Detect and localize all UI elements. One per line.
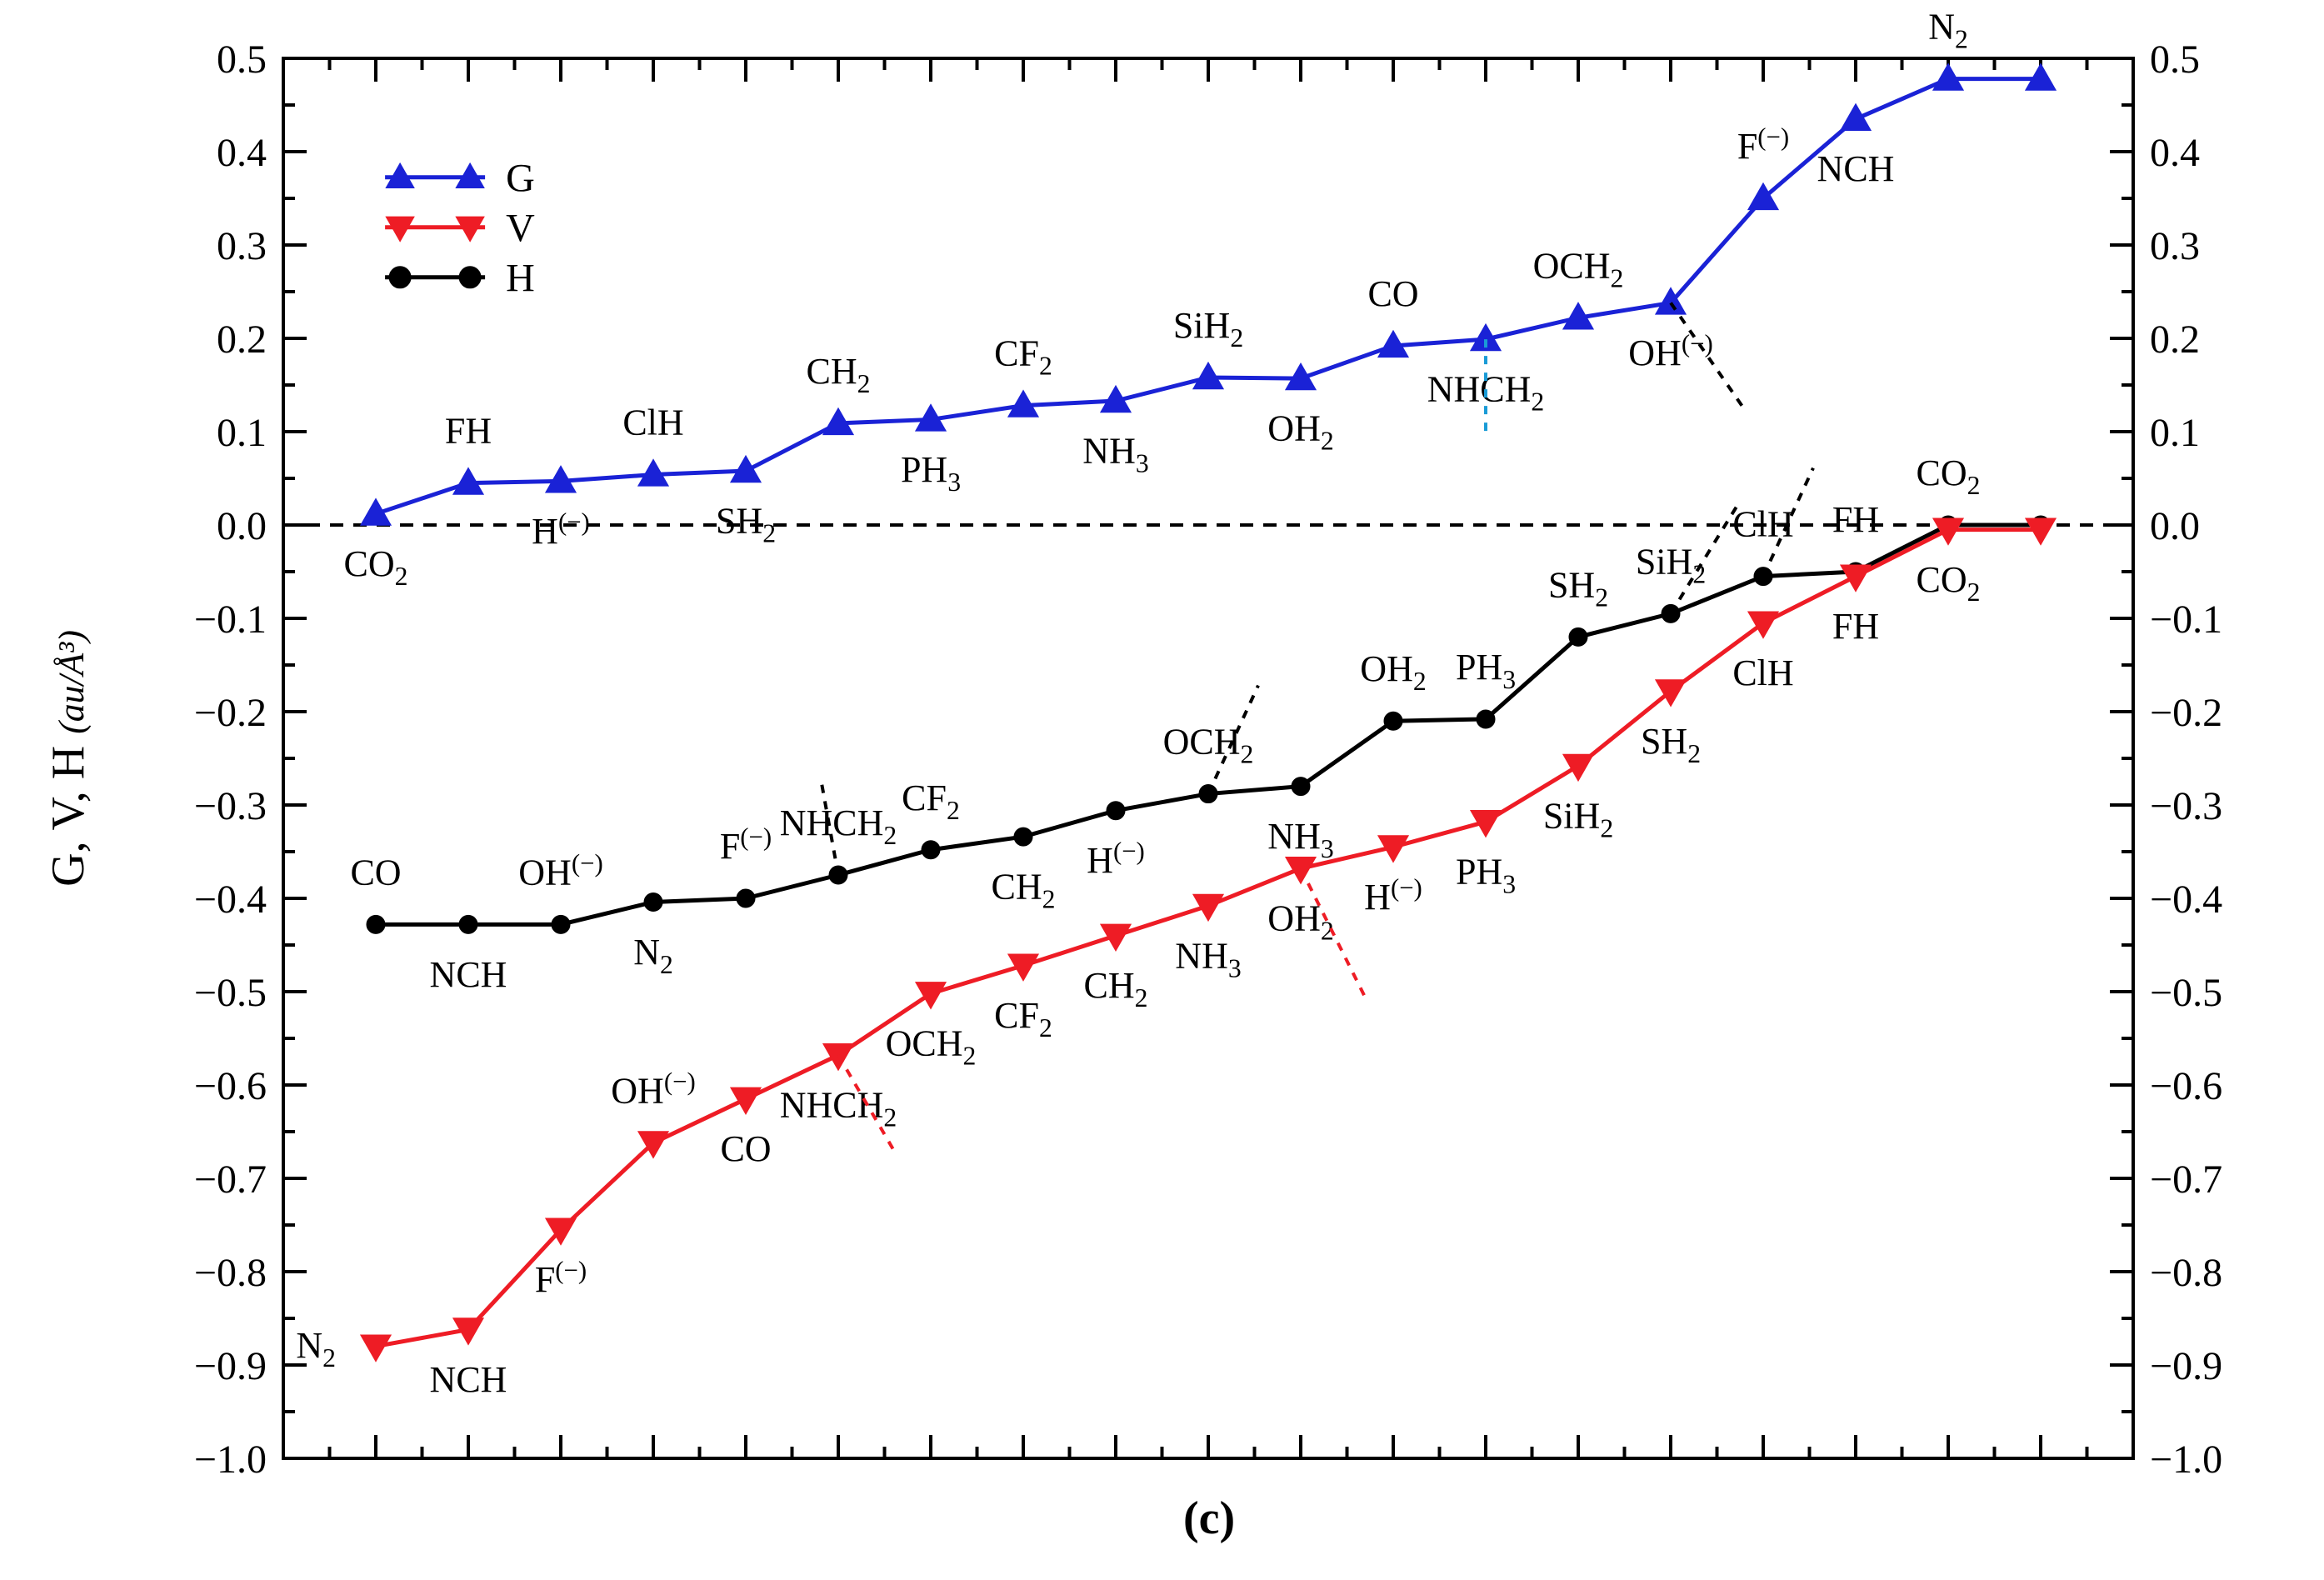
point-label-G: H(−) xyxy=(532,508,590,551)
y-tick-label-left: 0.4 xyxy=(217,131,267,175)
point-label-V: H(−) xyxy=(1364,873,1422,917)
y-tick-label-left: −0.9 xyxy=(194,1344,267,1388)
y-tick-label-right: −0.5 xyxy=(2150,971,2222,1015)
y-tick-label-right: −0.8 xyxy=(2150,1251,2222,1295)
point-label-V: ClH xyxy=(1732,652,1793,693)
point-label-H: SiH2 xyxy=(1636,541,1706,588)
point-label-V: PH3 xyxy=(1456,852,1516,899)
y-tick-label-left: −0.6 xyxy=(194,1064,267,1108)
y-tick-label-left: 0.1 xyxy=(217,411,267,455)
y-tick-label-right: −0.6 xyxy=(2150,1064,2222,1108)
point-label-G: OH(−) xyxy=(1628,329,1712,372)
y-tick-label-left: −1.0 xyxy=(194,1438,267,1482)
legend-label: H xyxy=(506,257,535,301)
y-tick-label-right: 0.2 xyxy=(2150,318,2200,362)
y-tick-label-left: 0.2 xyxy=(217,318,267,362)
point-label-H: OH2 xyxy=(1360,648,1426,696)
legend-label: G xyxy=(506,157,535,201)
y-axis-label: G, V, H (au/Å³) xyxy=(42,630,94,887)
point-label-V: CF2 xyxy=(994,995,1052,1042)
line-G xyxy=(376,79,2041,514)
point-label-V: NCH xyxy=(430,1359,507,1400)
y-tick-label-right: −0.9 xyxy=(2150,1344,2222,1388)
point-label-G: SH2 xyxy=(716,500,776,548)
y-tick-label-left: −0.3 xyxy=(194,784,267,828)
point-label-G: CH2 xyxy=(807,351,871,398)
point-label-H: CF2 xyxy=(902,778,960,825)
chart-svg: −1.0 −1.0 −0.9 −0.9 −0.8 −0.8 −0.7 −0.7 −0.6 −0.6… xyxy=(0,0,2324,1580)
y-tick-label-left: −0.1 xyxy=(194,598,267,642)
y-tick-label-left: −0.8 xyxy=(194,1251,267,1295)
point-label-V: CH2 xyxy=(1084,965,1148,1012)
point-label-G: SiH2 xyxy=(1173,305,1243,352)
legend: GVH xyxy=(385,157,535,301)
point-label-V: NHCH2 xyxy=(780,1085,897,1132)
point-label-V: SiH2 xyxy=(1543,795,1613,842)
y-tick-label-right: −0.2 xyxy=(2150,691,2222,735)
point-label-G: NCH xyxy=(1817,148,1895,189)
y-tick-label-right: 0.5 xyxy=(2150,38,2200,82)
point-label-H: H(−) xyxy=(1087,838,1145,881)
point-label-V: SH2 xyxy=(1641,721,1701,768)
point-label-G: FH xyxy=(445,411,492,452)
point-label-V: OH2 xyxy=(1267,898,1333,946)
y-tick-label-left: −0.5 xyxy=(194,971,267,1015)
y-tick-label-left: 0.3 xyxy=(217,224,267,268)
point-label-H: CO xyxy=(350,852,401,892)
point-label-H: F(−) xyxy=(720,823,772,867)
point-label-G: F(−) xyxy=(1737,123,1789,167)
point-label-G: ClH xyxy=(622,402,683,443)
y-tick-label-right: −1.0 xyxy=(2150,1438,2222,1482)
point-label-H: PH3 xyxy=(1456,647,1516,694)
point-label-V: FH xyxy=(1832,606,1879,647)
y-tick-label-right: 0.3 xyxy=(2150,224,2200,268)
y-tick-label-left: 0.5 xyxy=(217,38,267,82)
point-label-G: CO2 xyxy=(344,543,408,591)
y-tick-label-right: −0.1 xyxy=(2150,598,2222,642)
point-label-V: CO xyxy=(720,1128,771,1169)
y-tick-label-right: 0.1 xyxy=(2150,411,2200,455)
y-tick-label-right: 0.4 xyxy=(2150,131,2200,175)
y-tick-label-left: 0.0 xyxy=(217,504,267,548)
point-label-G: NH3 xyxy=(1082,430,1148,478)
point-label-V: F(−) xyxy=(535,1257,587,1300)
point-label-H: NHCH2 xyxy=(780,802,897,850)
y-tick-label-right: −0.7 xyxy=(2150,1158,2222,1202)
series-H: CONCHOH(−)N2F(−)NHCH2CF2CH2H(−)OCH2NH3OH… xyxy=(350,452,2050,995)
point-label-H: CO2 xyxy=(1917,452,1981,500)
subplot-label: (c) xyxy=(1183,1492,1235,1545)
point-label-G: OH2 xyxy=(1267,408,1333,456)
y-tick-label-right: −0.4 xyxy=(2150,878,2222,922)
point-label-H: NH3 xyxy=(1267,816,1333,863)
point-label-H: OH(−) xyxy=(518,849,602,892)
figure-container: −1.0 −1.0 −0.9 −0.9 −0.8 −0.8 −0.7 −0.7 −0.6 −0.6… xyxy=(0,0,2324,1580)
point-label-H: N2 xyxy=(633,932,673,979)
point-label-V: OH(−) xyxy=(611,1068,695,1111)
y-tick-label-left: −0.2 xyxy=(194,691,267,735)
point-label-G: PH3 xyxy=(901,449,961,497)
series-V: N2NCHF(−)OH(−)CONHCH2OCH2CF2CH2NH3OH2H(−… xyxy=(296,518,2056,1400)
point-label-H: ClH xyxy=(1732,504,1793,545)
point-label-H: NCH xyxy=(430,954,507,995)
point-label-G: CO xyxy=(1367,273,1418,314)
y-tick-label-right: 0.0 xyxy=(2150,504,2200,548)
point-label-H: CH2 xyxy=(992,866,1056,913)
y-tick-label-left: −0.4 xyxy=(194,878,267,922)
point-label-G: OCH2 xyxy=(1533,245,1624,292)
point-label-V: NH3 xyxy=(1175,935,1241,982)
point-label-G: N2 xyxy=(1928,7,1968,54)
point-label-V: OCH2 xyxy=(886,1023,977,1071)
point-label-H: SH2 xyxy=(1548,564,1608,612)
y-tick-label-right: −0.3 xyxy=(2150,784,2222,828)
point-label-V: CO2 xyxy=(1917,559,1981,607)
legend-label: V xyxy=(506,207,535,251)
point-label-V: N2 xyxy=(296,1325,336,1372)
series-G: CO2FHH(−)ClHSH2CH2PH3CF2NH3SiH2OH2CONHCH… xyxy=(344,7,2057,591)
y-tick-label-left: −0.7 xyxy=(194,1158,267,1202)
point-label-H: FH xyxy=(1832,499,1879,540)
point-label-G: CF2 xyxy=(994,333,1052,381)
